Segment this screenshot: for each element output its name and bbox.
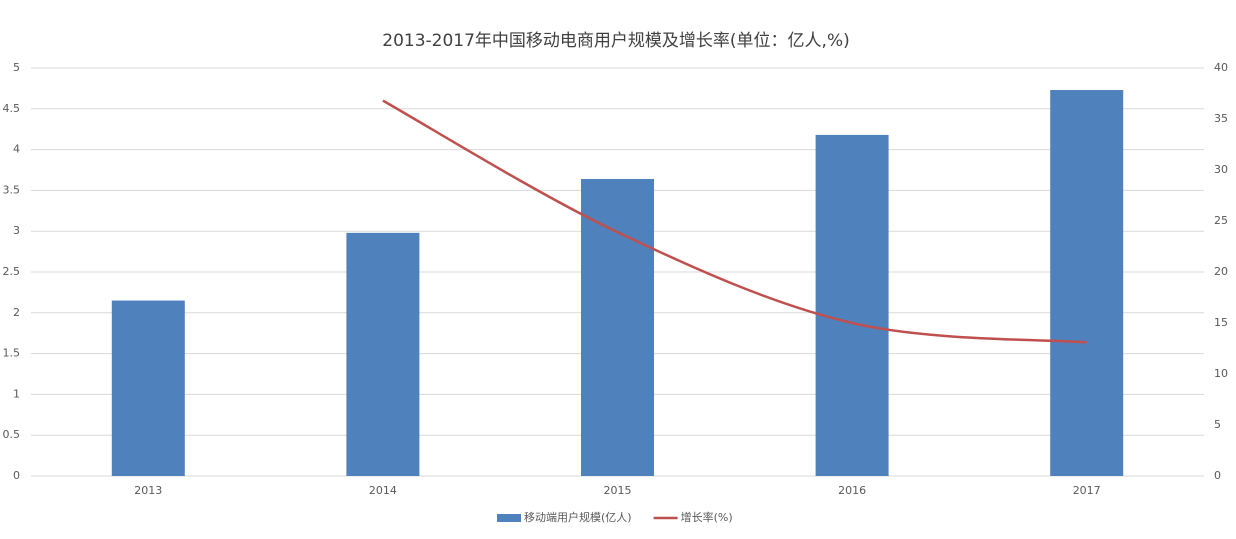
y2-tick-label: 35: [1214, 112, 1228, 125]
bar: [581, 178, 654, 476]
y-tick-label: 2.5: [3, 265, 21, 278]
y2-tick-label: 15: [1214, 316, 1228, 329]
y2-tick-label: 10: [1214, 367, 1228, 380]
legend-label: 增长率(%): [681, 510, 733, 524]
y-tick-label: 4.5: [3, 102, 21, 115]
y2-tick-label: 5: [1214, 418, 1221, 431]
y-tick-label: 2: [13, 306, 20, 319]
x-tick-label: 2017: [1073, 484, 1101, 497]
x-tick-label: 2015: [604, 484, 632, 497]
y-tick-label: 3: [13, 224, 20, 237]
legend-label: 移动端用户规模(亿人): [524, 510, 632, 524]
x-tick-label: 2016: [838, 484, 866, 497]
y-tick-label: 0.5: [3, 428, 21, 441]
x-tick-label: 2013: [134, 484, 162, 497]
y-tick-label: 1: [13, 387, 20, 400]
y-tick-label: 3.5: [3, 183, 21, 196]
y-tick-label: 5: [13, 61, 20, 74]
y-tick-label: 4: [13, 143, 20, 156]
chart-title: 2013-2017年中国移动电商用户规模及增长率(单位：亿人,%): [382, 31, 849, 51]
y-tick-label: 0: [13, 469, 20, 482]
legend-swatch: [497, 514, 521, 522]
y-tick-label: 1.5: [3, 347, 21, 360]
bar: [346, 232, 420, 476]
y2-tick-label: 40: [1214, 61, 1228, 74]
bar: [815, 134, 889, 477]
y2-tick-label: 25: [1214, 214, 1228, 227]
line: [382, 99, 1087, 344]
bar: [1050, 90, 1124, 477]
bar: [111, 300, 185, 476]
x-tick-label: 2014: [369, 484, 397, 497]
y2-tick-label: 0: [1214, 469, 1221, 482]
y2-tick-label: 20: [1214, 265, 1228, 278]
y2-tick-label: 30: [1214, 163, 1228, 176]
